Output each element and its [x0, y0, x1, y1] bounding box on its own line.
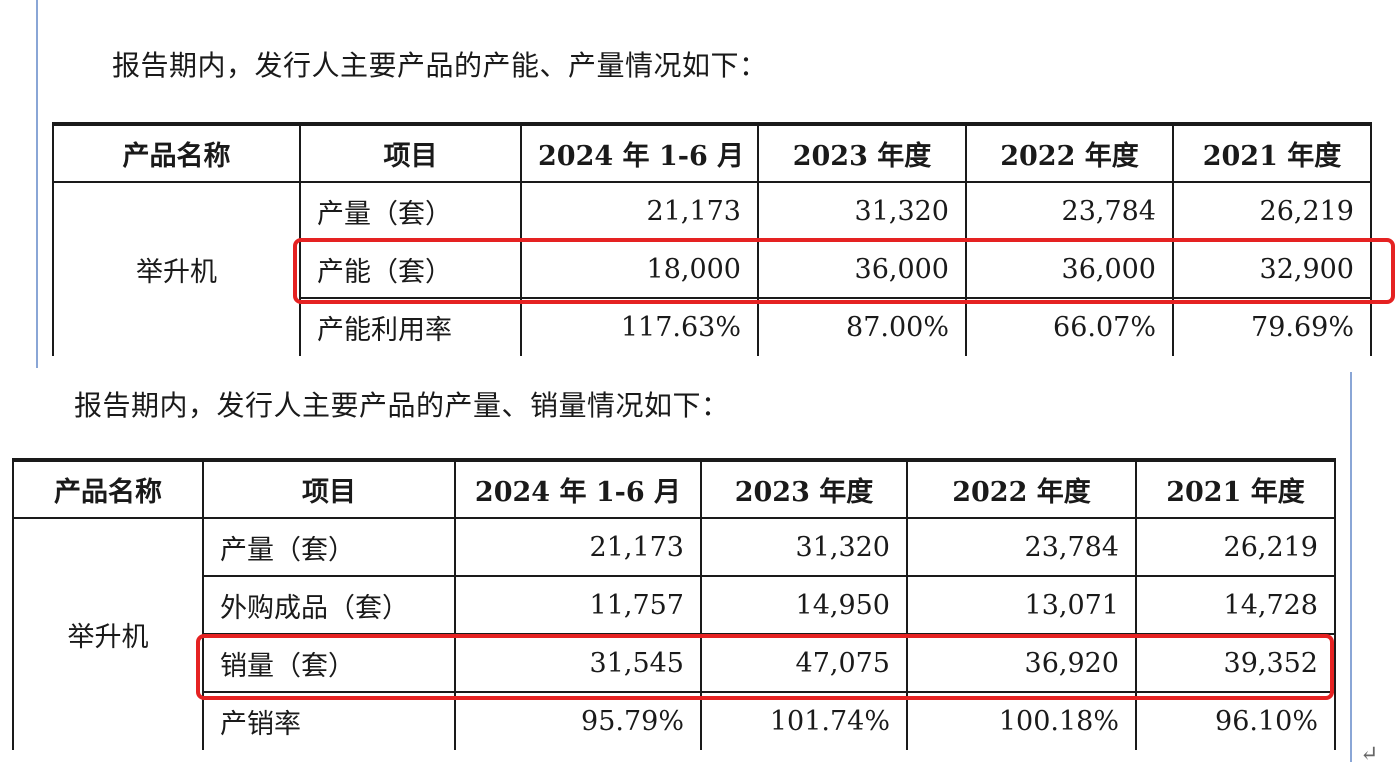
- header-2023: 2023 年度: [700, 458, 908, 519]
- value-cell: 79.69%: [1172, 297, 1372, 356]
- header-item: 项目: [299, 122, 522, 183]
- table-header-row: 产品名称 项目 2024 年 1-6 月 2023 年度 2022 年度 202…: [12, 458, 1336, 519]
- value-cell: 36,920: [906, 633, 1137, 693]
- row-label: 外购成品（套）: [202, 575, 456, 635]
- page-margin-line-right-bottom: [1350, 372, 1352, 762]
- header-2024h1: 2024 年 1-6 月: [454, 458, 702, 519]
- value-cell: 31,320: [757, 181, 967, 241]
- table-header-row: 产品名称 项目 2024 年 1-6 月 2023 年度 2022 年度 202…: [52, 122, 1372, 183]
- value-cell: 36,000: [757, 239, 967, 299]
- header-2024h1: 2024 年 1-6 月: [520, 122, 759, 183]
- table-row: 销量（套） 31,545 47,075 36,920 39,352: [13, 633, 1336, 693]
- table-row: 产销率 95.79% 101.74% 100.18% 96.10%: [13, 691, 1336, 750]
- row-label: 产量（套）: [299, 181, 522, 241]
- value-cell: 100.18%: [906, 691, 1137, 750]
- product-name-cell: 举升机: [52, 181, 301, 356]
- value-cell: 36,000: [965, 239, 1174, 299]
- row-label: 产能（套）: [299, 239, 522, 299]
- value-cell: 66.07%: [965, 297, 1174, 356]
- table-row: 外购成品（套） 11,757 14,950 13,071 14,728: [13, 575, 1336, 635]
- value-cell: 21,173: [454, 517, 702, 577]
- value-cell: 14,728: [1135, 575, 1336, 635]
- value-cell: 14,950: [700, 575, 908, 635]
- table-row: 举升机 产量（套） 21,173 31,320 23,784 26,219: [52, 181, 1372, 356]
- product-name-cell: 举升机: [12, 517, 204, 750]
- header-2023: 2023 年度: [757, 122, 967, 183]
- header-2021: 2021 年度: [1135, 458, 1336, 519]
- sales-table: 产品名称 项目 2024 年 1-6 月 2023 年度 2022 年度 202…: [12, 458, 1336, 750]
- table-row: 产能利用率 117.63% 87.00% 66.07% 79.69%: [53, 297, 1372, 356]
- header-2022: 2022 年度: [965, 122, 1174, 183]
- table-row: 产能（套） 18,000 36,000 36,000 32,900: [53, 239, 1372, 299]
- value-cell: 26,219: [1172, 181, 1372, 241]
- paragraph-mark-icon: ↵: [1360, 742, 1379, 767]
- page-margin-line-left-top: [36, 0, 38, 368]
- header-product-name: 产品名称: [12, 458, 204, 519]
- value-cell: 13,071: [906, 575, 1137, 635]
- value-cell: 87.00%: [757, 297, 967, 356]
- table-row: 举升机 产量（套） 21,173 31,320 23,784 26,219: [12, 517, 1336, 750]
- header-2022: 2022 年度: [906, 458, 1137, 519]
- header-item: 项目: [202, 458, 456, 519]
- value-cell: 11,757: [454, 575, 702, 635]
- value-cell: 39,352: [1135, 633, 1336, 693]
- value-cell: 117.63%: [520, 297, 759, 356]
- row-label: 产能利用率: [299, 297, 522, 356]
- value-cell: 32,900: [1172, 239, 1372, 299]
- header-2021: 2021 年度: [1172, 122, 1372, 183]
- value-cell: 31,320: [700, 517, 908, 577]
- capacity-table: 产品名称 项目 2024 年 1-6 月 2023 年度 2022 年度 202…: [52, 122, 1372, 356]
- value-cell: 23,784: [965, 181, 1174, 241]
- value-cell: 21,173: [520, 181, 759, 241]
- value-cell: 26,219: [1135, 517, 1336, 577]
- highlight-box-capacity-row: [293, 238, 1395, 304]
- highlight-box-sales-row: [196, 634, 1334, 700]
- value-cell: 18,000: [520, 239, 759, 299]
- row-label: 产销率: [202, 691, 456, 750]
- row-label: 销量（套）: [202, 633, 456, 693]
- value-cell: 31,545: [454, 633, 702, 693]
- value-cell: 95.79%: [454, 691, 702, 750]
- value-cell: 101.74%: [700, 691, 908, 750]
- section2-intro: 报告期内，发行人主要产品的产量、销量情况如下：: [74, 389, 730, 422]
- value-cell: 23,784: [906, 517, 1137, 577]
- header-product-name: 产品名称: [52, 122, 301, 183]
- value-cell: 96.10%: [1135, 691, 1336, 750]
- row-label: 产量（套）: [202, 517, 456, 577]
- section1-intro: 报告期内，发行人主要产品的产能、产量情况如下：: [112, 49, 768, 82]
